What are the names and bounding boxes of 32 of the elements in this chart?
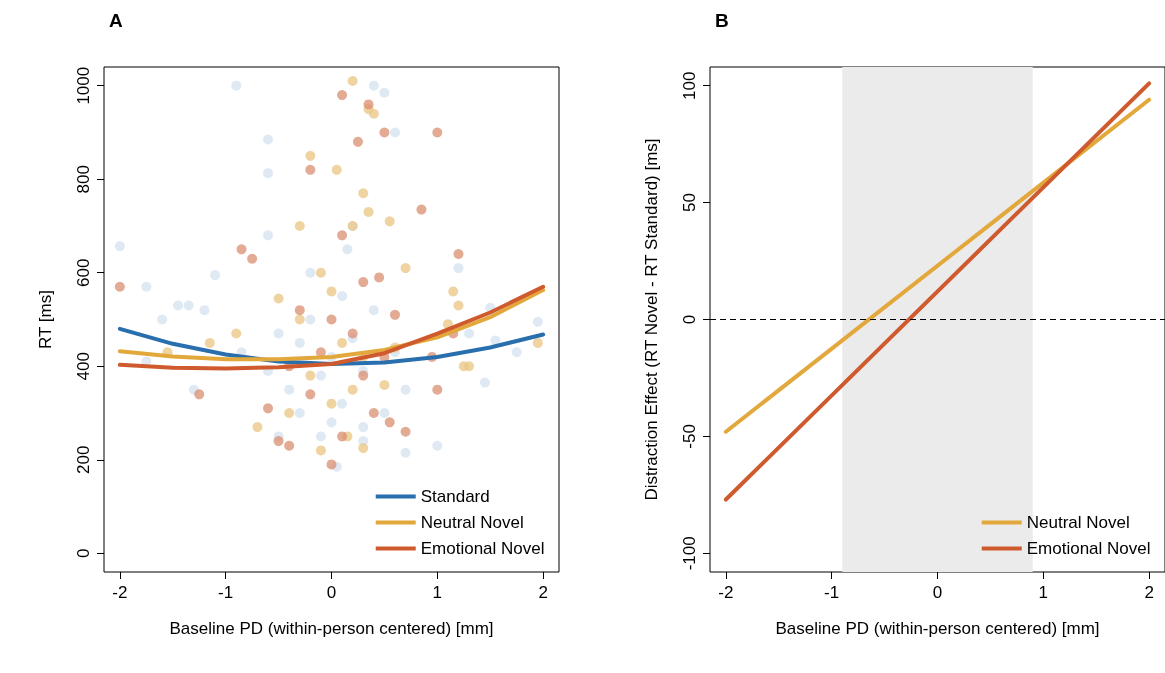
legend-label: Emotional Novel xyxy=(420,539,545,558)
y-tick-label: 800 xyxy=(74,165,93,194)
y-tick-label: 600 xyxy=(74,258,93,287)
legend-label: Neutral Novel xyxy=(420,513,524,532)
x-tick-label: 2 xyxy=(538,583,548,602)
chart-title: A xyxy=(109,10,123,31)
x-tick-label: 1 xyxy=(432,583,443,602)
y-tick-label: -100 xyxy=(679,536,699,571)
y-tick-label: 400 xyxy=(74,352,93,381)
x-tick-label: 0 xyxy=(932,583,942,602)
y-tick-label: 50 xyxy=(679,193,699,213)
x-tick-label: -2 xyxy=(717,583,733,602)
y-axis-title: RT [ms] xyxy=(36,290,55,349)
chart-title: B xyxy=(714,10,729,31)
x-tick-label: -1 xyxy=(823,583,839,602)
legend-label: Standard xyxy=(420,487,490,506)
y-tick-label: -50 xyxy=(679,424,699,449)
legend-label: Emotional Novel xyxy=(1026,539,1150,558)
y-axis-title: Distraction Effect (RT Novel - RT Standard) [ms] xyxy=(641,138,661,501)
x-tick-label: -1 xyxy=(218,583,234,602)
x-tick-label: -2 xyxy=(112,583,128,602)
y-tick-label: 100 xyxy=(679,71,699,100)
y-tick-label: 200 xyxy=(74,445,93,474)
y-tick-label: 0 xyxy=(74,548,93,559)
x-axis-title: Baseline PD (within-person centered) [mm] xyxy=(774,619,1100,638)
x-axis-title: Baseline PD (within-person centered) [mm] xyxy=(169,619,494,638)
y-tick-label: 1000 xyxy=(74,66,93,105)
y-tick-label: 0 xyxy=(679,314,699,325)
legend-label: Neutral Novel xyxy=(1026,513,1130,532)
x-tick-label: 2 xyxy=(1143,583,1154,602)
x-tick-label: 0 xyxy=(326,583,337,602)
x-tick-label: 1 xyxy=(1038,583,1048,602)
